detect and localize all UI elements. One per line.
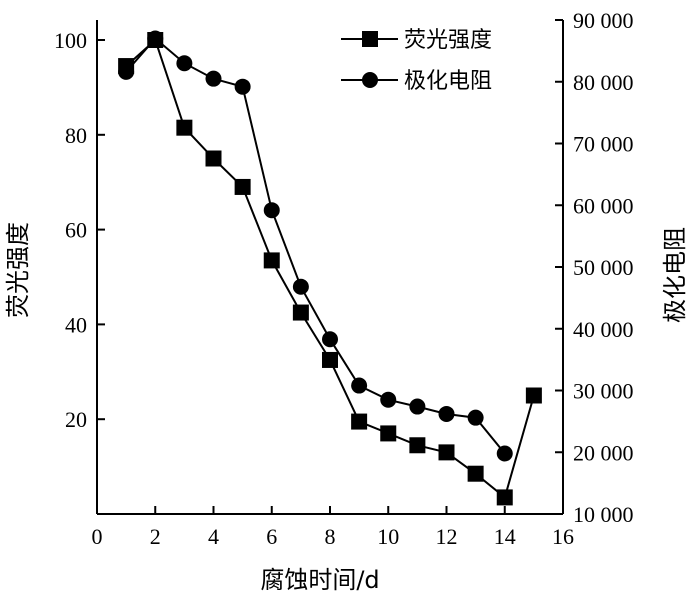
data-point-circle (467, 409, 484, 426)
data-point-circle (380, 391, 397, 408)
y-right-tick-label: 90 000 (573, 8, 634, 33)
y-right-tick-label: 30 000 (573, 379, 634, 404)
x-tick-label: 16 (552, 524, 574, 549)
y-right-tick-label: 50 000 (573, 255, 634, 280)
legend-entry-polarization: 极化电阻 (341, 69, 492, 94)
x-tick-label: 10 (377, 524, 399, 549)
series-markers (118, 30, 542, 506)
tick-labels: 0 2 4 6 8 10 12 14 16 20 40 60 80 100 10 000 20 000 30 0… (54, 8, 634, 549)
data-point-circle (438, 405, 455, 422)
series-line-fluorescence (125, 38, 535, 500)
data-point-circle (292, 278, 309, 295)
data-point-square (263, 252, 280, 269)
legend: 荧光强度 极化电阻 (341, 28, 492, 94)
y-left-tick-label: 100 (54, 28, 87, 53)
data-point-circle (322, 331, 338, 348)
y-left-tick-label: 20 (65, 407, 87, 432)
data-point-square (525, 387, 542, 404)
data-point-circle (496, 445, 513, 462)
y-right-tick-label: 60 000 (573, 193, 634, 218)
y-axis-left-title: 荧光强度 (4, 222, 32, 318)
x-tick-label: 4 (208, 524, 219, 549)
series-lines (125, 37, 535, 500)
y-right-tick-label: 20 000 (573, 440, 634, 465)
data-point-square (205, 150, 222, 167)
legend-marker-square (362, 31, 378, 47)
data-point-square (438, 444, 455, 461)
y-right-tick-label: 70 000 (573, 132, 634, 157)
x-tick-label: 0 (92, 524, 103, 549)
data-point-circle (263, 202, 280, 219)
y-left-tick-label: 80 (65, 123, 87, 148)
y-left-tick-label: 60 (65, 218, 87, 243)
y-right-tick-label: 80 000 (573, 70, 634, 95)
tick-marks (96, 19, 564, 515)
y-left-tick-label: 40 (65, 312, 87, 337)
data-point-square (351, 413, 368, 430)
data-point-circle (409, 398, 426, 415)
x-axis-title: 腐蚀时间/d (260, 566, 379, 594)
data-point-square (409, 437, 426, 454)
data-point-square (176, 119, 193, 136)
data-point-circle (147, 30, 164, 47)
x-tick-label: 14 (494, 524, 516, 549)
data-point-square (467, 465, 484, 482)
data-point-circle (118, 63, 135, 80)
x-tick-label: 6 (266, 524, 277, 549)
data-point-circle (205, 70, 222, 87)
x-tick-label: 8 (325, 524, 336, 549)
data-point-square (322, 351, 338, 368)
y-right-tick-label: 40 000 (573, 317, 634, 342)
legend-label-polarization: 极化电阻 (404, 69, 492, 94)
data-point-square (380, 425, 397, 442)
x-tick-label: 2 (150, 524, 161, 549)
y-right-tick-label: 10 000 (573, 502, 634, 527)
legend-marker-circle (362, 72, 378, 88)
y-axis-right-title: 极化电阻 (661, 227, 689, 323)
data-point-square (292, 304, 309, 321)
data-point-circle (351, 377, 368, 394)
data-point-circle (234, 78, 251, 95)
data-point-square (496, 489, 513, 506)
data-point-square (234, 178, 251, 195)
x-tick-label: 12 (436, 524, 458, 549)
data-point-circle (176, 55, 193, 72)
legend-label-fluorescence: 荧光强度 (404, 28, 492, 53)
legend-entry-fluorescence: 荧光强度 (341, 28, 492, 53)
series-line-polarization (125, 37, 506, 455)
